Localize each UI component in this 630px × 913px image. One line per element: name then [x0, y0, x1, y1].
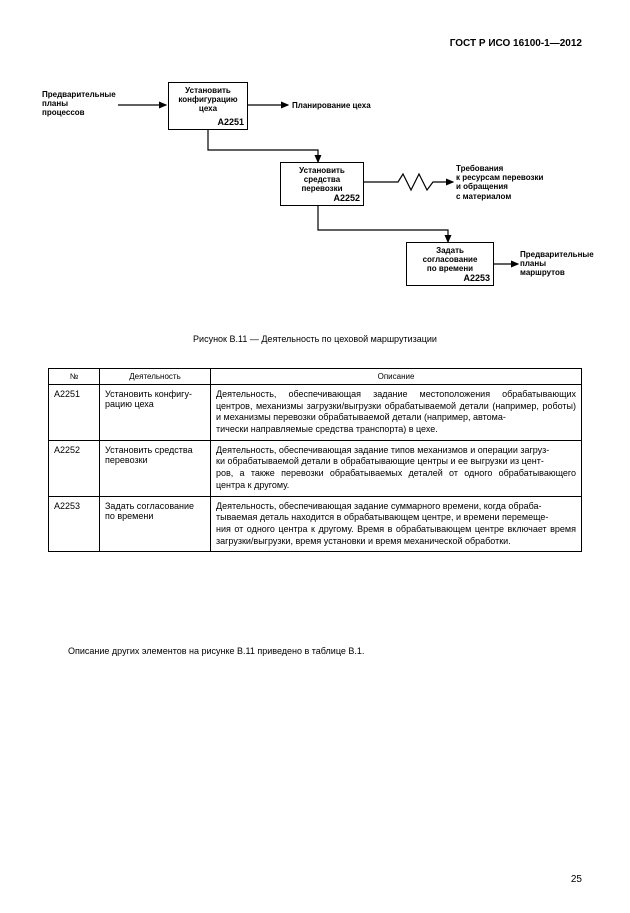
- node-a2251-code: А2251: [217, 117, 244, 127]
- node-a2252-title: Установитьсредстваперевозки: [299, 166, 345, 193]
- page: ГОСТ Р ИСО 16100-1—2012 Предварительныеп…: [0, 0, 630, 913]
- body-paragraph: Описание других элементов на рисунке В.1…: [48, 646, 582, 656]
- label-planning: Планирование цеха: [292, 101, 382, 110]
- table-row: А2252 Установить средства перевозки Деят…: [49, 440, 582, 496]
- flow-diagram: Предварительныепланыпроцессов Установить…: [48, 82, 582, 312]
- cell-num: А2252: [49, 440, 100, 496]
- node-a2253-code: А2253: [463, 273, 490, 283]
- page-number: 25: [571, 874, 582, 885]
- node-a2251-title: Установитьконфигурациюцеха: [178, 86, 237, 113]
- activity-table: № Деятельность Описание А2251 Установить…: [48, 368, 582, 552]
- cell-desc: Деятельность, обеспечивающая задание мес…: [211, 385, 582, 441]
- col-activity: Деятельность: [100, 369, 211, 385]
- cell-desc: Деятельность, обеспечивающая задание тип…: [211, 440, 582, 496]
- node-a2252-code: А2252: [333, 193, 360, 203]
- table-header-row: № Деятельность Описание: [49, 369, 582, 385]
- node-a2253: Задатьсогласованиепо времени А2253: [406, 242, 494, 286]
- col-desc: Описание: [211, 369, 582, 385]
- input-label: Предварительныепланыпроцессов: [42, 90, 126, 118]
- cell-desc: Деятельность, обеспечивающая задание сум…: [211, 496, 582, 552]
- node-a2252: Установитьсредстваперевозки А2252: [280, 162, 364, 206]
- label-requirements: Требованияк ресурсам перевозкии обращени…: [456, 164, 566, 201]
- cell-activity: Установить средства перевозки: [100, 440, 211, 496]
- cell-activity: Установить конфигу-рацию цеха: [100, 385, 211, 441]
- cell-activity: Задать согласование по времени: [100, 496, 211, 552]
- standard-header: ГОСТ Р ИСО 16100-1—2012: [450, 38, 582, 49]
- node-a2253-title: Задатьсогласованиепо времени: [423, 246, 478, 273]
- col-num: №: [49, 369, 100, 385]
- cell-num: А2253: [49, 496, 100, 552]
- table-row: А2253 Задать согласование по времени Дея…: [49, 496, 582, 552]
- table-row: А2251 Установить конфигу-рацию цеха Деят…: [49, 385, 582, 441]
- output-label: Предварительныепланымаршрутов: [520, 250, 610, 278]
- node-a2251: Установитьконфигурациюцеха А2251: [168, 82, 248, 130]
- cell-num: А2251: [49, 385, 100, 441]
- figure-caption: Рисунок В.11 — Деятельность по цеховой м…: [0, 334, 630, 344]
